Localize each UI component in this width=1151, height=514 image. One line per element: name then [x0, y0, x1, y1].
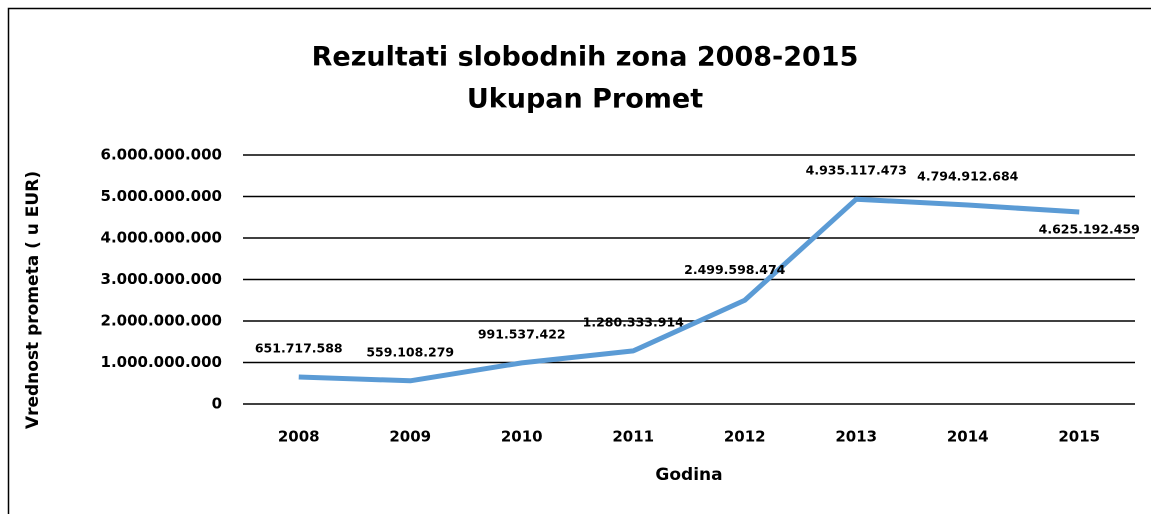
- x-tick-label: 2012: [724, 428, 766, 446]
- data-label: 4.625.192.459: [1039, 222, 1140, 237]
- y-tick-label: 4.000.000.000: [101, 229, 222, 247]
- data-label: 4.935.117.473: [806, 163, 907, 178]
- data-label: 4.794.912.684: [917, 169, 1019, 184]
- data-label: 991.537.422: [478, 326, 566, 341]
- data-label: 559.108.279: [366, 344, 454, 359]
- y-tick-label: 6.000.000.000: [101, 146, 222, 164]
- x-tick-label: 2014: [947, 428, 989, 446]
- data-label: 651.717.588: [255, 340, 343, 355]
- x-tick-label: 2009: [389, 428, 431, 446]
- y-tick-label: 1.000.000.000: [101, 353, 222, 371]
- y-tick-label: 0: [212, 395, 222, 413]
- x-tick-label: 2015: [1058, 428, 1100, 446]
- data-label: 2.499.598.474: [684, 262, 786, 277]
- x-tick-label: 2010: [501, 428, 543, 446]
- x-tick-label: 2008: [278, 428, 320, 446]
- chart-subtitle: Ukupan Promet: [467, 84, 703, 115]
- y-tick-label: 5.000.000.000: [101, 187, 222, 205]
- y-tick-label: 3.000.000.000: [101, 270, 222, 288]
- data-label: 1.280.333.914: [583, 314, 685, 329]
- y-tick-label: 2.000.000.000: [101, 312, 222, 330]
- x-tick-label: 2013: [835, 428, 877, 446]
- data-line: [298, 196, 1080, 384]
- x-tick-label: 2011: [612, 428, 654, 446]
- chart-frame: [7, 7, 1151, 514]
- chart-title: Rezultati slobodnih zona 2008-2015: [312, 42, 859, 73]
- y-axis-label: Vrednost prometa ( u EUR): [23, 171, 43, 429]
- x-axis-label: Godina: [655, 465, 722, 485]
